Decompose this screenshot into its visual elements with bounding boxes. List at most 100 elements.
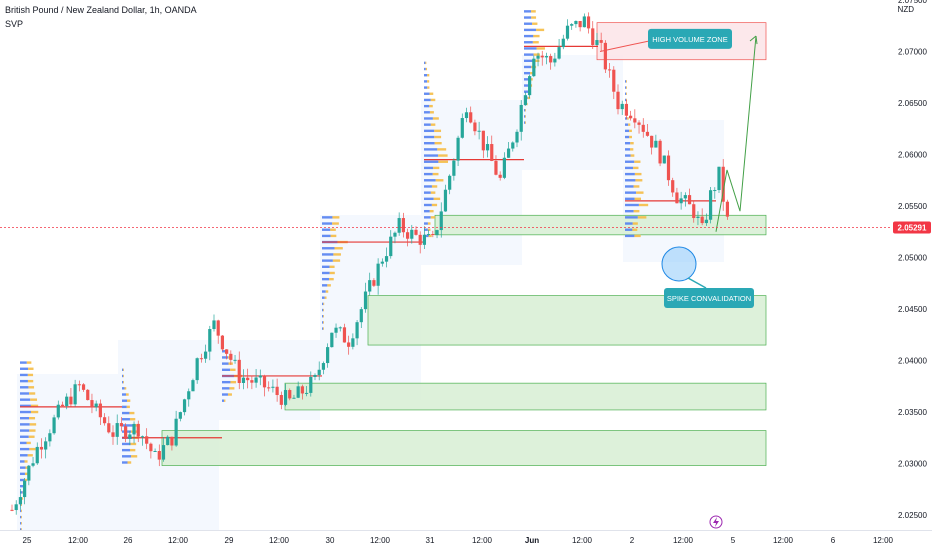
candle-body <box>191 380 195 392</box>
profile-bar-up <box>424 123 431 126</box>
candle-body <box>544 56 549 58</box>
profile-bar-up <box>322 284 328 287</box>
candle-body <box>233 359 237 361</box>
candle-body <box>616 91 620 110</box>
profile-bar-down <box>27 454 33 457</box>
profile-bar-up <box>524 65 532 69</box>
profile-bar-up <box>625 234 635 238</box>
profile-bar-up <box>625 98 627 102</box>
profile-bar-down <box>532 22 538 25</box>
candle-body <box>107 423 111 433</box>
profile-bar-down <box>425 67 428 71</box>
profile-bar-up <box>625 92 627 95</box>
candle-body <box>288 390 292 399</box>
profile-bar-down <box>536 28 545 32</box>
profile-bar-up <box>322 265 330 268</box>
candle-body <box>246 377 250 381</box>
candle-body <box>98 403 102 418</box>
candle-body <box>212 320 216 330</box>
annotations[interactable]: HIGH VOLUME ZONE SPIKE CONVALIDATION <box>599 28 758 308</box>
candle-body <box>178 412 182 419</box>
x-tick-label: 12:00 <box>673 536 694 545</box>
candle-body <box>115 423 119 437</box>
high-volume-callout-box <box>648 28 732 49</box>
y-tick-label: 2.06000 <box>898 151 927 160</box>
candle-body <box>397 218 401 233</box>
profile-bar-up <box>424 191 431 194</box>
candle-body <box>203 351 208 359</box>
x-tick-label: 6 <box>831 536 836 545</box>
candle-body <box>363 291 368 310</box>
y-tick-label: 2.05000 <box>898 254 927 263</box>
profile-bar-up <box>424 117 433 120</box>
candle-body <box>498 174 502 178</box>
candle-body <box>641 124 645 132</box>
profile-bar-down <box>327 284 331 287</box>
candle-body <box>94 403 98 408</box>
candle-body <box>452 160 456 176</box>
profile-bar-up <box>322 296 325 299</box>
profile-bar-up <box>20 484 24 488</box>
profile-bar-up <box>20 386 29 389</box>
profile-bar-up <box>424 203 432 207</box>
profile-bar-up <box>424 154 439 157</box>
candle-body <box>515 131 519 143</box>
candle-body <box>132 423 136 435</box>
candle-body <box>376 263 380 286</box>
profile-bar-up <box>524 10 532 13</box>
candle-body <box>469 112 473 123</box>
profile-bar-down <box>532 41 539 44</box>
lightning-icon[interactable] <box>709 515 723 529</box>
profile-bar-down <box>29 447 36 451</box>
profile-bar-down <box>629 135 632 139</box>
candle-body <box>225 349 229 354</box>
candle-body <box>443 189 448 212</box>
profile-bar-down <box>531 16 537 19</box>
profile-bar-down <box>626 92 627 95</box>
candle-body <box>528 76 532 96</box>
candle-body <box>258 375 262 378</box>
profile-bar-down <box>126 399 131 402</box>
candle-body <box>553 58 557 63</box>
y-tick-label: 2.04000 <box>898 357 927 366</box>
candle-body <box>199 358 203 360</box>
profile-bar-down <box>627 117 629 120</box>
candle-body <box>490 144 494 161</box>
profile-bar-up <box>122 424 133 427</box>
candle-body <box>52 417 56 434</box>
profile-bar-up <box>122 448 131 452</box>
profile-bar-up <box>424 197 434 201</box>
candle-body <box>574 20 578 25</box>
profile-bar-down <box>431 203 438 207</box>
profile-bar-down <box>628 123 631 126</box>
profile-bar-down <box>230 368 236 371</box>
candle-body <box>578 20 582 28</box>
candle-body <box>435 230 439 235</box>
y-tick-label: 2.07000 <box>898 48 927 57</box>
profile-bar-up <box>625 222 633 225</box>
profile-bar-up <box>322 277 330 281</box>
x-tick-label: 31 <box>426 536 435 545</box>
profile-bar-down <box>123 374 124 378</box>
profile-bar-down <box>29 417 36 420</box>
axes <box>0 530 932 531</box>
profile-bar-down <box>29 423 37 426</box>
candle-body <box>31 463 35 466</box>
profile-bar-down <box>130 448 136 452</box>
candle-body <box>511 142 515 149</box>
candle-body <box>637 122 641 125</box>
candle-body <box>595 40 599 46</box>
indicator-label[interactable]: SVP <box>5 19 24 29</box>
profile-bar-down <box>429 92 434 95</box>
candle-body <box>523 95 528 105</box>
profile-bar-up <box>20 429 30 432</box>
profile-bar-down <box>632 222 638 225</box>
profile-bar-down <box>29 392 36 395</box>
profile-bar-down <box>323 302 325 306</box>
profile-bar-down <box>30 398 38 401</box>
candle-body <box>136 423 140 437</box>
profile-bar-up <box>424 222 428 225</box>
profile-bar-up <box>122 418 130 421</box>
profile-bar-down <box>325 290 329 293</box>
